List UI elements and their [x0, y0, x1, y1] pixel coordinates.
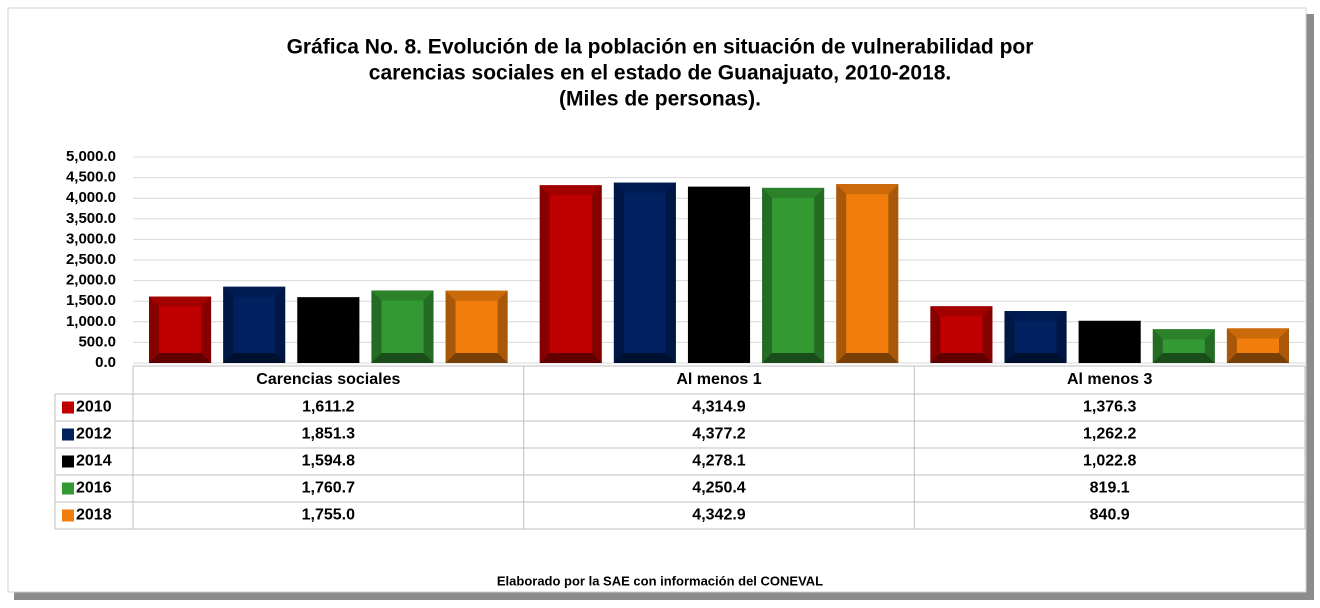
y-tick-label: 4,000.0 — [66, 189, 116, 206]
bar-bevel-top — [371, 290, 434, 301]
y-tick-label: 2,000.0 — [66, 272, 116, 289]
legend-swatch — [62, 428, 74, 441]
bar-bevel-bottom — [223, 353, 286, 363]
x-tick-label: Carencias sociales — [256, 371, 400, 388]
bar-face — [307, 307, 350, 353]
bar-bevel-top — [836, 184, 899, 195]
y-tick-label: 500.0 — [78, 333, 116, 350]
legend-swatch — [62, 482, 74, 495]
data-label: 819.1 — [1090, 480, 1130, 497]
data-label: 4,250.4 — [692, 480, 745, 497]
bar-bevel-top — [1078, 320, 1141, 331]
bar-face — [697, 196, 741, 353]
bar-face — [1162, 339, 1205, 353]
bar-bevel-bottom — [1226, 353, 1289, 363]
data-label: 4,314.9 — [692, 399, 745, 416]
bar-bevel-top — [613, 182, 676, 193]
bar-bevel-bottom — [1004, 353, 1067, 363]
bar-bevel-top — [297, 297, 360, 308]
y-tick-label: 2,500.0 — [66, 251, 116, 268]
bar-face — [1088, 330, 1131, 353]
chart-title: (Miles de personas). — [559, 88, 761, 111]
bar-bevel-top — [149, 296, 212, 307]
bar-bevel-top — [223, 286, 286, 297]
y-tick-label: 3,000.0 — [66, 230, 116, 247]
x-tick-label: Al menos 1 — [676, 371, 761, 388]
y-tick-label: 1,500.0 — [66, 292, 116, 309]
data-label: 4,278.1 — [692, 453, 745, 470]
bar-bevel-top — [762, 187, 825, 198]
bar-face — [1236, 338, 1279, 353]
bar-face — [846, 194, 889, 353]
y-tick-label: 3,500.0 — [66, 210, 116, 227]
bar-bevel-top — [1004, 310, 1067, 321]
y-tick-label: 5,000.0 — [66, 148, 116, 165]
bar-bevel-top — [1226, 328, 1289, 339]
bar-bevel-bottom — [539, 353, 602, 363]
legend-swatch — [62, 509, 74, 522]
y-tick-label: 4,500.0 — [66, 169, 116, 186]
legend-label: 2012 — [76, 426, 112, 443]
bar-bevel-bottom — [1078, 353, 1141, 363]
data-label: 1,262.2 — [1083, 426, 1136, 443]
y-tick-label: 1,000.0 — [66, 313, 116, 330]
bar-bevel-bottom — [297, 353, 360, 363]
bar-face — [159, 306, 202, 353]
bar-bevel-bottom — [687, 353, 751, 363]
bar-face — [233, 296, 276, 353]
y-tick-label: 0.0 — [95, 354, 116, 371]
bar-bevel-bottom — [836, 353, 899, 363]
bar-bevel-top — [687, 186, 751, 197]
legend-swatch — [62, 401, 74, 414]
bar-face — [1014, 320, 1057, 353]
x-tick-label: Al menos 3 — [1067, 371, 1152, 388]
legend-label: 2018 — [76, 507, 112, 524]
data-label: 1,594.8 — [302, 453, 355, 470]
data-label: 1,760.7 — [302, 480, 355, 497]
bar-face — [940, 316, 983, 353]
legend-swatch — [62, 455, 74, 468]
data-label: 1,376.3 — [1083, 399, 1136, 416]
legend-label: 2014 — [76, 453, 112, 470]
bar-face — [772, 197, 815, 353]
bar-bevel-bottom — [930, 353, 993, 363]
bar-bevel-top — [930, 306, 993, 317]
bar-bevel-bottom — [613, 353, 676, 363]
data-label: 840.9 — [1090, 507, 1130, 524]
bar-bevel-top — [539, 185, 602, 196]
bar-bevel-bottom — [445, 353, 508, 363]
data-label: 1,611.2 — [302, 399, 355, 416]
data-label: 4,342.9 — [692, 507, 745, 524]
legend-label: 2010 — [76, 399, 112, 416]
chart-title: Gráfica No. 8. Evolución de la población… — [287, 36, 1034, 59]
source-note: Elaborado por la SAE con información del… — [497, 573, 823, 588]
bar-face — [455, 300, 498, 353]
data-label: 1,022.8 — [1083, 453, 1136, 470]
bar-bevel-bottom — [149, 353, 212, 363]
bar-bevel-bottom — [762, 353, 825, 363]
bar-bevel-top — [1152, 329, 1215, 340]
bar-face — [381, 300, 424, 353]
bar-bevel-bottom — [1152, 353, 1215, 363]
legend-label: 2016 — [76, 480, 112, 497]
data-label: 1,851.3 — [302, 426, 355, 443]
bar-bevel-bottom — [371, 353, 434, 363]
data-label: 1,755.0 — [302, 507, 355, 524]
bar-bevel-top — [445, 290, 508, 301]
data-label: 4,377.2 — [692, 426, 745, 443]
bar-face — [623, 192, 666, 353]
bar-face — [549, 195, 592, 353]
chart-title: carencias sociales en el estado de Guana… — [369, 62, 951, 85]
